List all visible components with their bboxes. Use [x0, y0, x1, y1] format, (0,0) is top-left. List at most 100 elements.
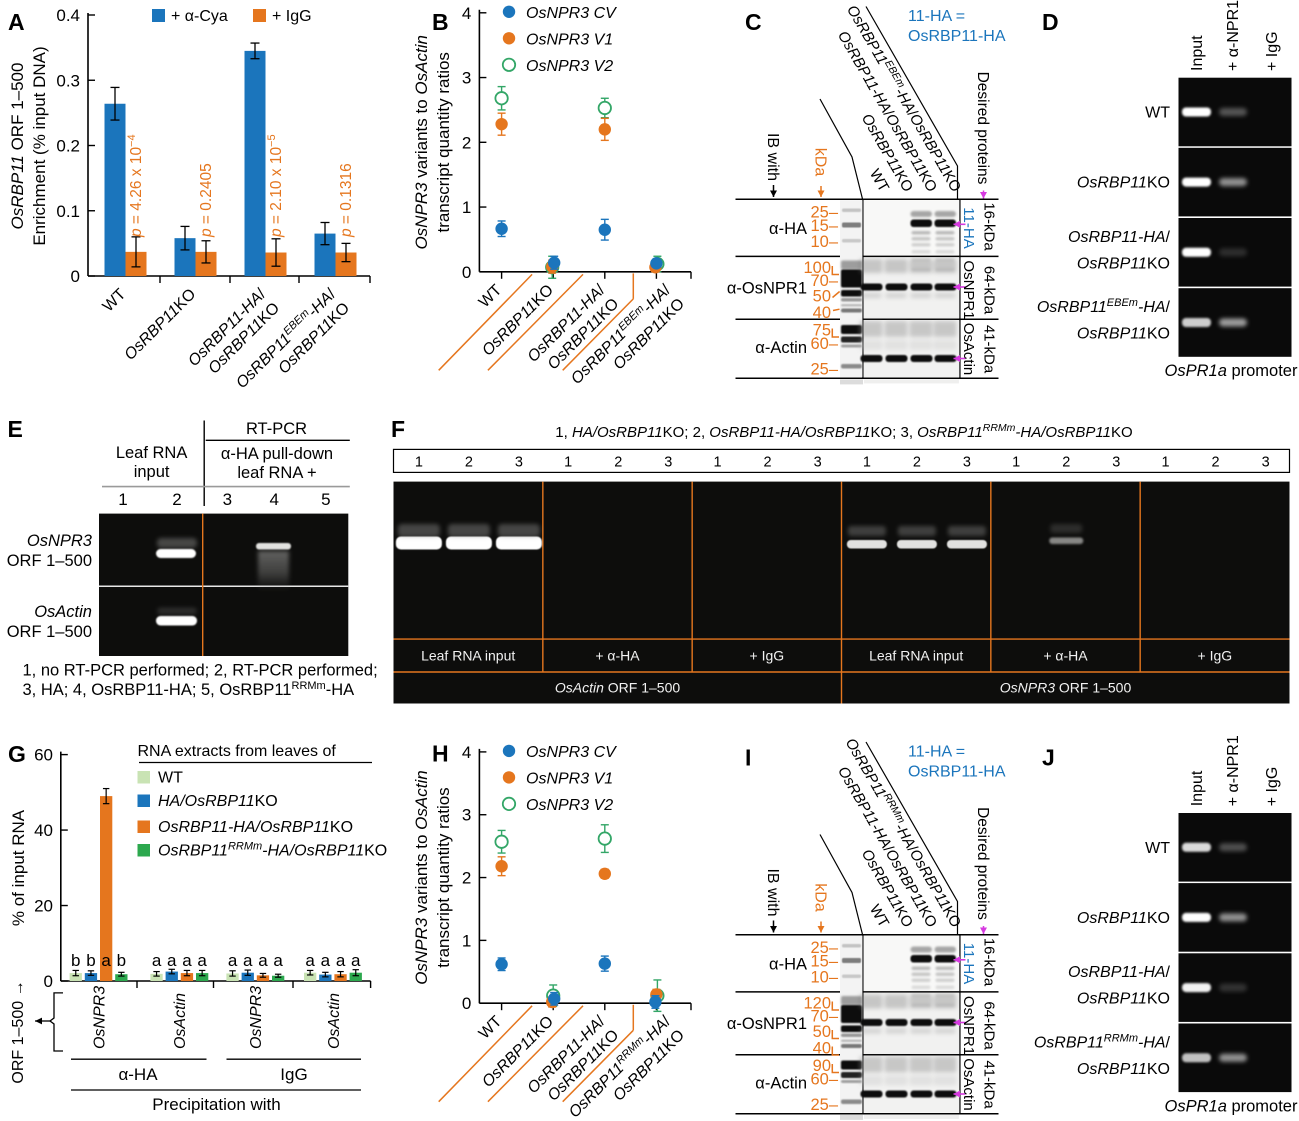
svg-text:60: 60 [34, 746, 53, 765]
svg-text:OsNPR3: OsNPR3 [27, 532, 93, 550]
svg-text:40: 40 [813, 304, 831, 322]
svg-text:Precipitation with: Precipitation with [152, 1095, 281, 1114]
svg-text:WT: WT [1145, 105, 1170, 122]
svg-text:+ α-Cya: + α-Cya [171, 8, 228, 25]
svg-text:OsRBP11-HA/OsRBP11KO: OsRBP11-HA/OsRBP11KO [158, 819, 353, 836]
svg-text:60–: 60– [810, 335, 838, 353]
svg-text:11-HA: 11-HA [960, 207, 977, 248]
svg-text:3: 3 [963, 455, 971, 471]
svg-text:A: A [8, 9, 25, 35]
svg-text:a: a [305, 951, 315, 970]
svg-text:Enrichment (% input DNA): Enrichment (% input DNA) [30, 46, 49, 245]
svg-text:0: 0 [462, 263, 471, 282]
svg-text:α-HA: α-HA [769, 956, 807, 974]
svg-text:OsRBP11KO: OsRBP11KO [1077, 175, 1170, 192]
svg-text:OsNPR3 ORF 1–500: OsNPR3 ORF 1–500 [1000, 680, 1132, 696]
svg-text:leaf RNA +: leaf RNA + [237, 464, 316, 482]
svg-text:F: F [391, 416, 405, 442]
svg-text:+ IgG: + IgG [750, 648, 785, 664]
svg-text:OsActin: OsActin [172, 993, 189, 1049]
svg-text:3: 3 [814, 455, 822, 471]
svg-text:α-Actin: α-Actin [755, 339, 807, 357]
svg-text:OsRBP11RRMm-HA/OsRBP11KO: OsRBP11RRMm-HA/OsRBP11KO [158, 841, 387, 860]
svg-text:OsRBP11RRMm-HA/: OsRBP11RRMm-HA/ [1034, 1032, 1171, 1051]
svg-text:11-HA =: 11-HA = [908, 8, 965, 25]
svg-text:a: a [273, 951, 283, 970]
svg-text:3: 3 [462, 806, 471, 825]
svg-text:a: a [197, 951, 207, 970]
svg-text:input: input [134, 463, 170, 481]
svg-text:OsNPR1: OsNPR1 [960, 260, 977, 319]
svg-text:41-kDa: 41-kDa [981, 1060, 998, 1109]
svg-text:2: 2 [1062, 455, 1070, 471]
svg-text:+ α-HA: + α-HA [1043, 648, 1088, 664]
svg-text:kDa: kDa [812, 148, 829, 177]
svg-text:OsRBP11-HA/: OsRBP11-HA/ [1068, 229, 1171, 246]
svg-text:75: 75 [813, 322, 831, 340]
svg-text:OsRBP11KO: OsRBP11KO [1077, 1061, 1170, 1078]
svg-text:70–: 70– [810, 272, 838, 290]
svg-text:90: 90 [813, 1057, 831, 1075]
svg-text:15–: 15– [810, 217, 838, 235]
svg-text:OsActin: OsActin [960, 323, 977, 376]
svg-text:I: I [745, 745, 751, 771]
svg-text:11-HA: 11-HA [960, 943, 977, 984]
svg-text:+ IgG: + IgG [272, 8, 312, 25]
svg-text:70–: 70– [810, 1008, 838, 1026]
svg-text:OsRBP11 ORF 1–500: OsRBP11 ORF 1–500 [8, 63, 27, 230]
svg-text:OsRBP11-HA: OsRBP11-HA [908, 28, 1006, 45]
svg-text:11-HA =: 11-HA = [908, 744, 965, 761]
svg-text:α-HA pull-down: α-HA pull-down [221, 445, 333, 463]
svg-text:kDa: kDa [812, 883, 829, 912]
svg-text:120: 120 [803, 995, 831, 1013]
svg-text:OsNPR3 V1: OsNPR3 V1 [526, 770, 613, 787]
svg-text:a: a [351, 951, 361, 970]
svg-text:Desired proteins: Desired proteins [974, 72, 991, 185]
svg-text:a: a [258, 951, 268, 970]
svg-text:0.3: 0.3 [56, 71, 80, 90]
svg-text:IgG: IgG [280, 1065, 307, 1084]
svg-text:Leaf RNA input: Leaf RNA input [421, 648, 515, 664]
svg-text:50: 50 [813, 1023, 831, 1041]
svg-text:a: a [152, 951, 162, 970]
svg-text:1: 1 [462, 931, 471, 950]
svg-text:WT: WT [1145, 840, 1170, 857]
svg-text:OsNPR3 V1: OsNPR3 V1 [526, 31, 613, 48]
svg-text:a: a [336, 951, 346, 970]
svg-text:5: 5 [321, 490, 330, 509]
svg-text:IB with: IB with [764, 868, 781, 916]
svg-text:50: 50 [813, 288, 831, 306]
svg-text:OsActin ORF 1–500: OsActin ORF 1–500 [555, 680, 680, 696]
svg-text:Input: Input [1189, 770, 1206, 806]
svg-text:D: D [1042, 9, 1059, 35]
svg-text:a: a [101, 951, 111, 970]
svg-text:B: B [432, 9, 449, 35]
svg-text:OsActin: OsActin [326, 993, 343, 1049]
svg-text:10–: 10– [810, 233, 838, 251]
svg-text:OsNPR3 V2: OsNPR3 V2 [526, 797, 613, 814]
svg-text:1: 1 [564, 455, 572, 471]
svg-text:60–: 60– [810, 1071, 838, 1089]
svg-text:1: 1 [1162, 455, 1170, 471]
svg-text:1: 1 [415, 455, 423, 471]
svg-text:64-kDa: 64-kDa [981, 1001, 998, 1050]
svg-text:25–: 25– [810, 1096, 838, 1114]
svg-text:2: 2 [465, 455, 473, 471]
svg-text:2: 2 [462, 133, 471, 152]
svg-text:ORF 1–500 →: ORF 1–500 → [10, 980, 27, 1083]
svg-text:+ IgG: + IgG [1264, 767, 1281, 807]
svg-text:2: 2 [1212, 455, 1220, 471]
svg-text:2: 2 [172, 490, 181, 509]
svg-text:OsActin: OsActin [34, 603, 92, 621]
svg-text:G: G [8, 741, 26, 767]
svg-text:ORF 1–500: ORF 1–500 [7, 552, 92, 570]
svg-text:4: 4 [462, 4, 471, 23]
svg-text:3: 3 [664, 455, 672, 471]
svg-text:OsRBP11-HA/: OsRBP11-HA/ [1068, 964, 1171, 981]
svg-text:25–: 25– [810, 204, 838, 222]
svg-text:3: 3 [462, 69, 471, 88]
svg-text:transcript quantity ratios: transcript quantity ratios [434, 52, 453, 232]
svg-text:b: b [71, 951, 80, 970]
svg-text:41-kDa: 41-kDa [981, 325, 998, 374]
svg-text:OsNPR3: OsNPR3 [248, 986, 265, 1049]
